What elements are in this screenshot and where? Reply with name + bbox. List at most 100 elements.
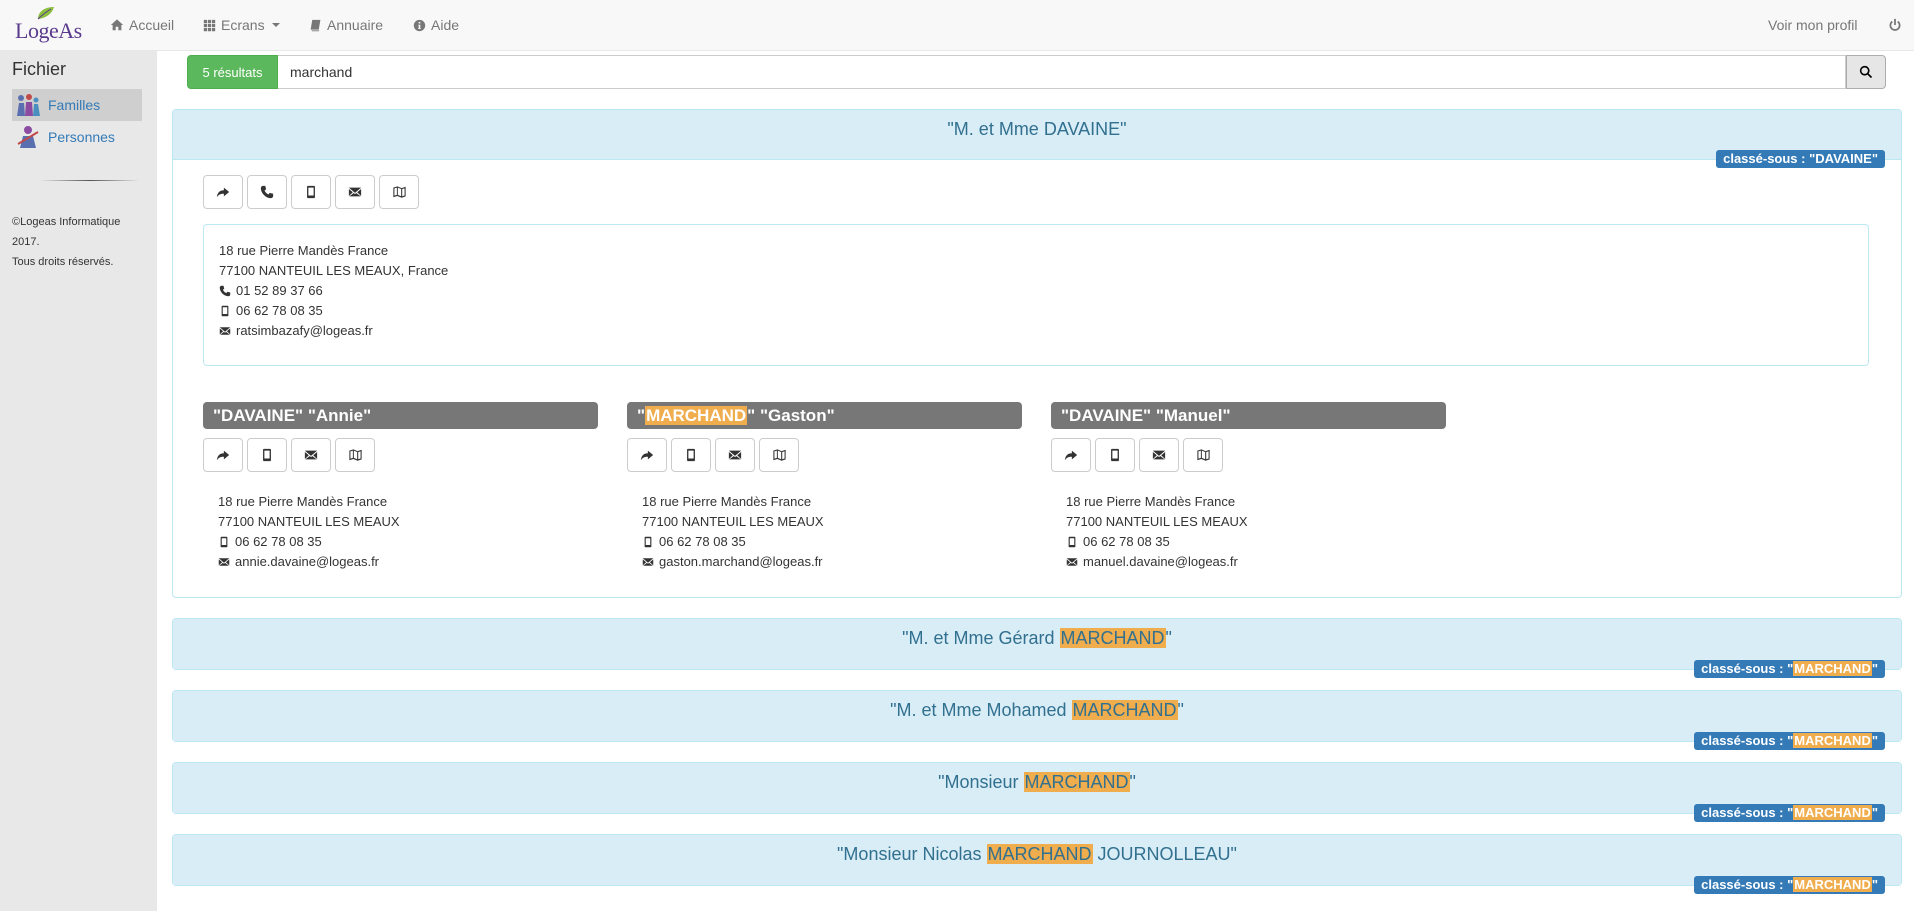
nav-annuaire[interactable]: Annuaire — [309, 0, 383, 50]
email-button[interactable] — [335, 175, 375, 209]
family-panel-heading[interactable]: "Monsieur Nicolas MARCHAND JOURNOLLEAU" … — [173, 835, 1901, 894]
envelope-icon — [304, 448, 318, 462]
member-email: gaston.marchand@logeas.fr — [642, 552, 1022, 572]
home-icon — [110, 18, 124, 32]
member-email: annie.davaine@logeas.fr — [218, 552, 598, 572]
copyright: ©Logeas Informatique 2017. Tous droits r… — [12, 212, 152, 272]
mobile-button[interactable] — [671, 438, 711, 472]
map-button[interactable] — [335, 438, 375, 472]
map-icon — [348, 448, 363, 462]
share-button[interactable] — [627, 438, 667, 472]
member-name[interactable]: "DAVAINE" "Annie" — [203, 402, 598, 429]
results-count-badge: 5 résultats — [187, 55, 278, 89]
mobile-icon — [642, 536, 654, 548]
map-button[interactable] — [379, 175, 419, 209]
search-highlight: MARCHAND — [1023, 772, 1130, 792]
classe-sous-label: classé-sous : "DAVAINE" — [1716, 150, 1885, 168]
logeas-logo[interactable]: LogeAs — [12, 6, 82, 46]
sidebar-item-personnes-label: Personnes — [48, 129, 115, 145]
share-button[interactable] — [203, 438, 243, 472]
family-panel: "M. et Mme Gérard MARCHAND" classé-sous … — [172, 618, 1902, 678]
caret-down-icon — [271, 23, 280, 27]
member-name[interactable]: "DAVAINE" "Manuel" — [1051, 402, 1446, 429]
member-name[interactable]: "MARCHAND" "Gaston" — [627, 402, 1022, 429]
member-city: 77100 NANTEUIL LES MEAUX — [218, 514, 400, 529]
envelope-icon — [642, 556, 654, 568]
address-mobile: 06 62 78 08 35 — [219, 301, 1853, 321]
copyright-line: Tous droits réservés. — [12, 256, 114, 268]
family-panel: "Monsieur MARCHAND" classé-sous : "MARCH… — [172, 762, 1902, 822]
sidebar-title: Fichier — [12, 59, 67, 79]
sidebar: Fichier Familles Personnes ©Logeas Infor… — [0, 51, 157, 911]
nav-aide[interactable]: Aide — [413, 0, 459, 50]
family-title: "Monsieur MARCHAND" — [938, 772, 1136, 792]
family-panel-heading[interactable]: "M. et Mme DAVAINE" classé-sous : "DAVAI… — [173, 110, 1901, 168]
copyright-line: ©Logeas Informatique — [12, 216, 121, 228]
nav-accueil-label: Accueil — [129, 17, 175, 33]
search-highlight: MARCHAND — [1793, 661, 1872, 676]
member-mobile: 06 62 78 08 35 — [1066, 532, 1446, 552]
book-icon — [309, 19, 322, 32]
map-button[interactable] — [759, 438, 799, 472]
map-icon — [772, 448, 787, 462]
classe-sous-label: classé-sous : "MARCHAND" — [1694, 876, 1885, 894]
envelope-icon — [218, 556, 230, 568]
mobile-button[interactable] — [247, 438, 287, 472]
email-button[interactable] — [291, 438, 331, 472]
share-button[interactable] — [203, 175, 243, 209]
mobile-icon — [1108, 448, 1122, 462]
email-button[interactable] — [1139, 438, 1179, 472]
search-button[interactable] — [1846, 55, 1886, 89]
envelope-icon — [1152, 448, 1166, 462]
member-email: manuel.davaine@logeas.fr — [1066, 552, 1446, 572]
info-icon — [413, 19, 426, 32]
member-mobile: 06 62 78 08 35 — [218, 532, 598, 552]
power-icon — [1888, 18, 1902, 32]
map-icon — [392, 185, 407, 199]
classe-sous-label: classé-sous : "MARCHAND" — [1694, 660, 1885, 678]
family-title: "Monsieur Nicolas MARCHAND JOURNOLLEAU" — [837, 844, 1237, 864]
share-button[interactable] — [1051, 438, 1091, 472]
share-icon — [640, 448, 654, 462]
mobile-icon — [684, 448, 698, 462]
classe-sous-label: classé-sous : "MARCHAND" — [1694, 804, 1885, 822]
family-panel-heading[interactable]: "M. et Mme Gérard MARCHAND" classé-sous … — [173, 619, 1901, 678]
email-button[interactable] — [715, 438, 755, 472]
nav-ecrans[interactable]: Ecrans — [203, 0, 280, 50]
logout-button[interactable] — [1888, 0, 1902, 50]
member-city: 77100 NANTEUIL LES MEAUX — [642, 514, 824, 529]
member-card: "DAVAINE" "Annie" 18 rue Pierre Mandès F… — [203, 402, 598, 569]
family-panel: "Monsieur Nicolas MARCHAND JOURNOLLEAU" … — [172, 834, 1902, 894]
address-city: 77100 NANTEUIL LES MEAUX, France — [219, 263, 449, 278]
grid-icon — [203, 19, 216, 32]
mobile-button[interactable] — [1095, 438, 1135, 472]
mobile-button[interactable] — [291, 175, 331, 209]
mobile-icon — [304, 185, 318, 199]
classe-sous-label: classé-sous : "MARCHAND" — [1694, 732, 1885, 750]
map-button[interactable] — [1183, 438, 1223, 472]
member-action-buttons — [203, 438, 375, 472]
phone-icon — [219, 285, 231, 297]
search-highlight: MARCHAND — [1059, 628, 1166, 648]
share-icon — [216, 185, 230, 199]
nav-ecrans-label: Ecrans — [221, 17, 265, 33]
family-panel-heading[interactable]: "M. et Mme Mohamed MARCHAND" classé-sous… — [173, 691, 1901, 750]
search-highlight: MARCHAND — [645, 406, 748, 425]
address-phone: 01 52 89 37 66 — [219, 281, 1853, 301]
member-address: 18 rue Pierre Mandès France 77100 NANTEU… — [1066, 492, 1446, 572]
profile-link[interactable]: Voir mon profil — [1768, 0, 1857, 50]
sidebar-item-personnes[interactable]: Personnes — [12, 121, 142, 153]
family-panel-heading[interactable]: "Monsieur MARCHAND" classé-sous : "MARCH… — [173, 763, 1901, 822]
envelope-icon — [1066, 556, 1078, 568]
call-button[interactable] — [247, 175, 287, 209]
member-address: 18 rue Pierre Mandès France 77100 NANTEU… — [642, 492, 1022, 572]
sidebar-item-familles[interactable]: Familles — [12, 89, 142, 121]
nav-accueil[interactable]: Accueil — [110, 0, 174, 50]
copyright-line: 2017. — [12, 236, 40, 248]
member-street: 18 rue Pierre Mandès France — [642, 494, 812, 509]
profile-link-label: Voir mon profil — [1768, 17, 1858, 33]
share-icon — [1064, 448, 1078, 462]
family-action-buttons — [203, 175, 419, 209]
search-input[interactable] — [278, 55, 1846, 89]
envelope-icon — [348, 185, 362, 199]
